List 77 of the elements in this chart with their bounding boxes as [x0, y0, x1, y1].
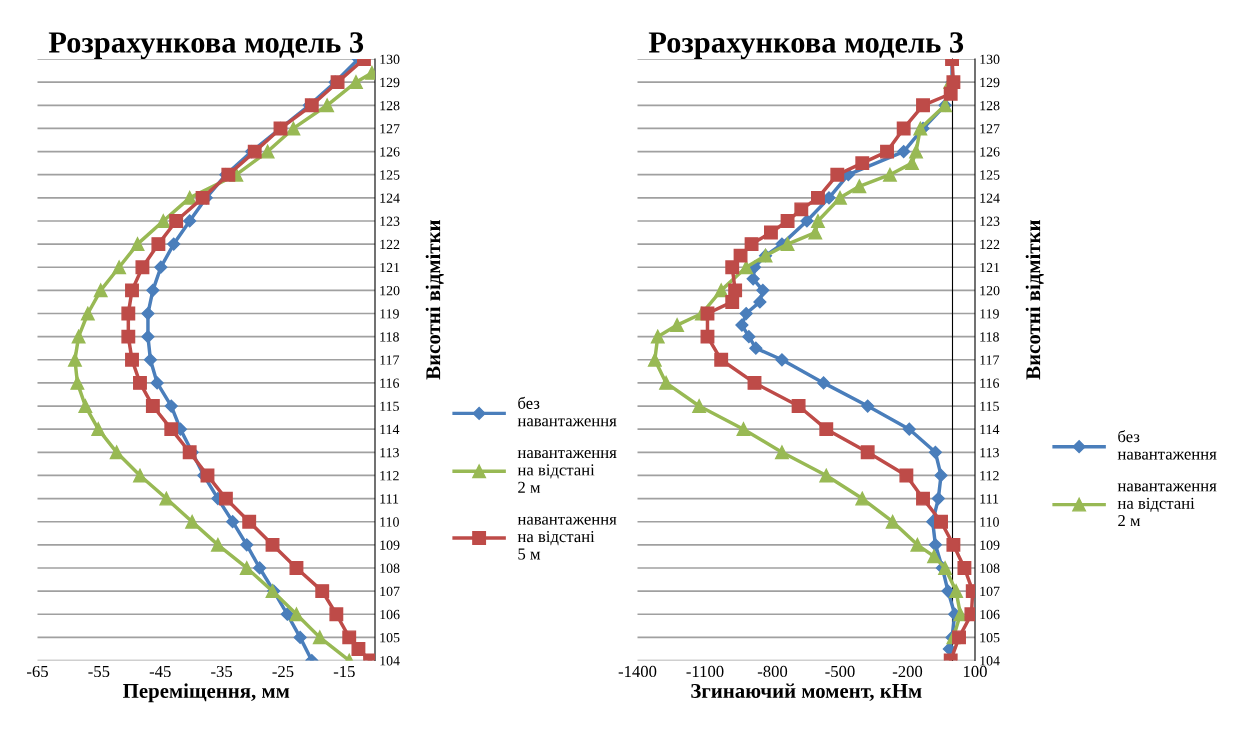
y-tick-label: 113 — [380, 447, 399, 458]
x-tick-label: -800 — [757, 665, 788, 678]
y-tick-label: 108 — [380, 563, 400, 573]
y-tick-label: 119 — [980, 309, 999, 319]
y-tick-label: 107 — [980, 586, 1000, 597]
y-tick-label: 106 — [380, 609, 400, 620]
y-tick-label: 130 — [380, 54, 400, 64]
x-tick-label: -1400 — [618, 665, 657, 678]
y-tick-label: 126 — [980, 147, 1000, 157]
y-tick-label: 115 — [380, 401, 399, 411]
legend-label: без навантаження — [517, 396, 617, 427]
x-tick-label: -15 — [333, 665, 355, 678]
y-tick-label: 104 — [980, 656, 1000, 666]
y-tick-label: 106 — [980, 609, 1000, 620]
y-tick-label: 128 — [380, 100, 400, 111]
y-tick-label: 109 — [380, 540, 400, 550]
y-tick-label: 123 — [980, 216, 1000, 226]
x-tick-label: -25 — [272, 665, 294, 678]
x-tick-label: -35 — [211, 665, 233, 678]
x-tick-label: -500 — [825, 665, 855, 678]
y-tick-label: 115 — [980, 401, 999, 411]
y-tick-label: 127 — [980, 124, 1000, 134]
x-axis-title: Переміщення, мм — [123, 683, 290, 703]
y-tick-label: 111 — [380, 494, 399, 504]
x-tick-label: -65 — [27, 665, 48, 678]
y-tick-label: 125 — [380, 170, 400, 180]
x-tick-label: -200 — [892, 665, 923, 678]
y-tick-label: 107 — [380, 586, 400, 597]
y-tick-label: 109 — [980, 540, 1000, 550]
y-tick-label: 110 — [380, 517, 399, 527]
y-tick-label: 127 — [380, 124, 400, 134]
y-tick-label: 122 — [980, 239, 1000, 249]
y-tick-label: 108 — [980, 563, 1000, 573]
y-tick-label: 117 — [980, 355, 1000, 365]
y-tick-label: 112 — [380, 471, 399, 481]
y-tick-label: 126 — [380, 147, 400, 157]
y-tick-label: 110 — [980, 517, 999, 527]
x-tick-label: 100 — [963, 665, 987, 678]
y-axis-title: Висотні відмітки — [425, 220, 444, 380]
y-tick-label: 104 — [380, 656, 400, 666]
chart-title: Розрахункова модель 3 — [648, 32, 964, 60]
x-tick-label: -1100 — [686, 665, 724, 678]
y-tick-label: 118 — [380, 332, 399, 342]
legend-label: навантаження на відстані 5 м — [517, 516, 617, 560]
y-tick-label: 120 — [380, 285, 400, 296]
y-tick-label: 112 — [980, 471, 999, 481]
y-tick-label: 117 — [380, 355, 400, 365]
y-tick-label: 124 — [980, 193, 1000, 203]
x-axis-title: Згинаючий момент, кНм — [691, 683, 922, 701]
y-axis-title: Висотні відмітки — [1025, 220, 1044, 380]
y-tick-label: 105 — [380, 632, 400, 643]
y-tick-label: 119 — [380, 309, 399, 319]
y-tick-label: 124 — [380, 193, 400, 203]
y-tick-label: 128 — [980, 100, 1000, 111]
y-tick-label: 125 — [980, 170, 1000, 180]
y-tick-label: 129 — [980, 77, 1000, 88]
y-tick-label: 105 — [980, 632, 1000, 643]
legend-label: навантаження на відстані 2 м — [1117, 483, 1217, 527]
y-tick-label: 120 — [980, 285, 1000, 296]
y-tick-label: 130 — [980, 54, 1000, 64]
chart-title: Розрахункова модель 3 — [48, 32, 364, 60]
y-tick-label: 121 — [980, 262, 1000, 273]
y-tick-label: 123 — [380, 216, 400, 226]
y-tick-label: 121 — [380, 262, 400, 273]
y-tick-label: 113 — [980, 447, 999, 458]
legend-label: навантаження на відстані 2 м — [517, 450, 617, 493]
y-tick-label: 129 — [380, 77, 400, 88]
x-tick-label: -45 — [149, 665, 171, 678]
y-tick-label: 111 — [980, 494, 999, 504]
y-tick-label: 118 — [980, 332, 999, 342]
y-tick-label: 116 — [380, 378, 400, 388]
y-tick-label: 114 — [980, 424, 1000, 434]
x-tick-label: -55 — [88, 666, 110, 678]
legend-label: без навантаження — [1117, 430, 1217, 460]
y-tick-label: 122 — [380, 239, 400, 249]
y-tick-label: 114 — [380, 424, 400, 434]
y-tick-label: 116 — [980, 378, 1000, 388]
